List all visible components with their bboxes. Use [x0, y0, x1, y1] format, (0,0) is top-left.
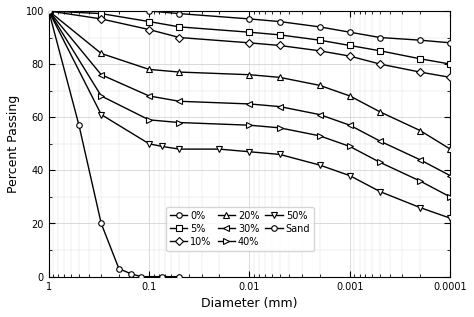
40% — [447, 195, 453, 199]
Line: Sand: Sand — [46, 8, 182, 279]
20% — [447, 147, 453, 151]
Line: 5%: 5% — [46, 8, 453, 67]
20% — [176, 70, 182, 74]
30% — [317, 113, 322, 116]
5% — [317, 38, 322, 42]
20% — [277, 75, 283, 79]
5% — [277, 33, 283, 37]
30% — [447, 174, 453, 178]
Sand — [99, 222, 104, 225]
40% — [46, 9, 52, 13]
50% — [159, 145, 165, 148]
30% — [347, 123, 353, 127]
50% — [447, 216, 453, 220]
20% — [46, 9, 52, 13]
10% — [417, 70, 423, 74]
10% — [377, 62, 383, 66]
5% — [176, 25, 182, 29]
Line: 10%: 10% — [46, 8, 453, 80]
Sand — [138, 275, 144, 279]
10% — [317, 49, 322, 53]
10% — [99, 17, 104, 21]
0% — [176, 12, 182, 16]
50% — [217, 147, 222, 151]
30% — [146, 94, 152, 98]
5% — [46, 9, 52, 13]
5% — [377, 49, 383, 53]
20% — [246, 73, 252, 77]
10% — [447, 75, 453, 79]
Line: 20%: 20% — [46, 8, 453, 152]
30% — [277, 105, 283, 108]
0% — [347, 30, 353, 34]
20% — [347, 94, 353, 98]
40% — [99, 94, 104, 98]
50% — [417, 206, 423, 210]
5% — [347, 43, 353, 47]
5% — [417, 57, 423, 61]
50% — [317, 163, 322, 167]
5% — [146, 20, 152, 23]
40% — [377, 160, 383, 164]
20% — [377, 110, 383, 114]
40% — [417, 179, 423, 183]
50% — [46, 9, 52, 13]
40% — [347, 145, 353, 148]
10% — [347, 54, 353, 58]
Sand — [46, 9, 52, 13]
10% — [246, 41, 252, 45]
50% — [146, 142, 152, 146]
0% — [377, 36, 383, 39]
5% — [246, 30, 252, 34]
0% — [317, 25, 322, 29]
0% — [246, 17, 252, 21]
0% — [417, 38, 423, 42]
20% — [146, 68, 152, 71]
30% — [99, 73, 104, 77]
10% — [176, 36, 182, 39]
Sand — [159, 275, 165, 279]
5% — [447, 62, 453, 66]
10% — [277, 43, 283, 47]
30% — [46, 9, 52, 13]
Y-axis label: Percent Passing: Percent Passing — [7, 95, 20, 193]
Line: 40%: 40% — [46, 8, 453, 200]
40% — [317, 134, 322, 138]
50% — [277, 152, 283, 156]
30% — [377, 139, 383, 143]
Line: 30%: 30% — [46, 8, 453, 178]
50% — [246, 150, 252, 154]
40% — [176, 121, 182, 125]
0% — [447, 41, 453, 45]
50% — [176, 147, 182, 151]
10% — [146, 28, 152, 31]
0% — [46, 9, 52, 13]
10% — [46, 9, 52, 13]
Sand — [128, 272, 134, 276]
30% — [176, 99, 182, 103]
Sand — [176, 275, 182, 279]
Line: 0%: 0% — [46, 8, 453, 46]
50% — [99, 113, 104, 116]
50% — [347, 174, 353, 178]
Line: 50%: 50% — [46, 8, 453, 221]
40% — [277, 126, 283, 130]
0% — [146, 9, 152, 13]
0% — [99, 9, 104, 13]
Legend: 0%, 5%, 10%, 20%, 30%, 40%, 50%, Sand: 0%, 5%, 10%, 20%, 30%, 40%, 50%, Sand — [166, 207, 314, 250]
20% — [99, 52, 104, 55]
X-axis label: Diameter (mm): Diameter (mm) — [201, 297, 298, 310]
50% — [377, 190, 383, 193]
20% — [417, 129, 423, 133]
40% — [246, 123, 252, 127]
30% — [246, 102, 252, 106]
Sand — [116, 267, 122, 271]
40% — [146, 118, 152, 122]
5% — [99, 12, 104, 16]
20% — [317, 83, 322, 87]
0% — [277, 20, 283, 23]
Sand — [76, 123, 82, 127]
30% — [417, 158, 423, 162]
